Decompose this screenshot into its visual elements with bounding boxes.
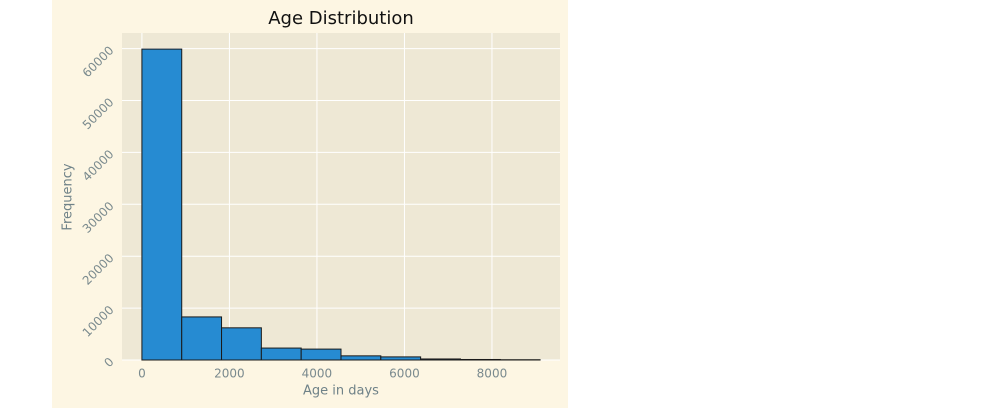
x-tick-label: 2000 — [214, 367, 245, 381]
x-tick-label: 6000 — [389, 367, 420, 381]
bar — [260, 347, 302, 361]
bar — [181, 316, 223, 361]
bar — [340, 355, 382, 361]
bar — [300, 348, 342, 361]
x-tick-label: 0 — [138, 367, 146, 381]
bar — [459, 358, 501, 361]
y-axis-label: Frequency — [61, 163, 76, 230]
bar — [380, 356, 422, 361]
bar — [221, 327, 262, 361]
bar — [141, 48, 183, 361]
x-tick-label: 8000 — [477, 367, 508, 381]
x-tick-label: 4000 — [302, 367, 333, 381]
x-axis-label: Age in days — [303, 384, 379, 399]
chart-title: Age Distribution — [268, 8, 414, 29]
plot-background — [122, 33, 560, 360]
bar — [420, 358, 461, 361]
